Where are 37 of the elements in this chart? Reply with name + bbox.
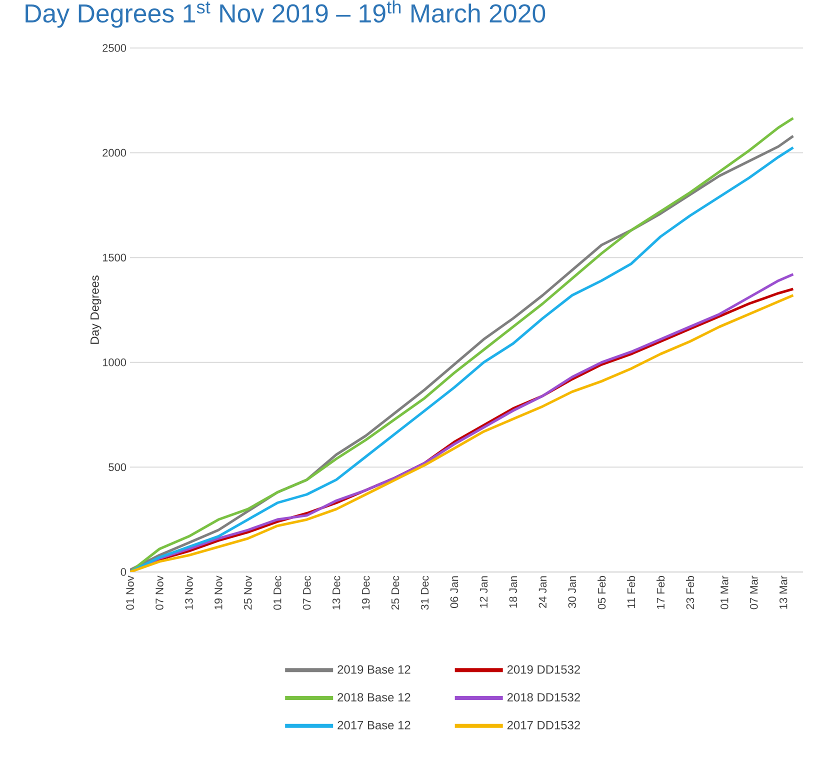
y-tick-label: 500 [108, 463, 126, 472]
x-tick-label: 01 Mar [720, 576, 728, 610]
x-tick-label: 23 Feb [686, 576, 694, 610]
x-tick-label: 13 Mar [779, 576, 788, 609]
x-tick-label: 18 Jan [509, 576, 518, 608]
x-tick-label: 24 Jan [538, 576, 547, 608]
legend-label: 2017 Base 12 [338, 720, 410, 730]
legend-label: 2018 Base 12 [338, 693, 410, 702]
x-tick-label: 06 Jan [450, 576, 458, 608]
x-tick-label: 25 Dec [391, 576, 400, 610]
x-tick-label: 31 Dec [420, 576, 429, 610]
x-tick-label: 12 Jan [480, 576, 488, 608]
x-tick-label: 17 Feb [656, 576, 665, 609]
chart-title: Day Degrees 1$^{st}$ Nov 2019 – 19$^{th}$ March 2020 [26, 0, 546, 28]
x-tick-label: 13 Nov [185, 576, 193, 610]
y-tick-label: 2500 [102, 44, 126, 52]
x-tick-label: 07 Mar [750, 576, 758, 610]
legend-label: 2019 DD1532 [507, 665, 580, 674]
x-tick-label: 13 Dec [332, 576, 340, 610]
x-tick-label: 07 Dec [302, 576, 311, 610]
x-tick-label: 05 Feb [598, 576, 606, 610]
x-tick-label: 19 Dec [362, 576, 370, 610]
x-tick-label: 11 Feb [627, 576, 636, 608]
legend-label: 2019 Base 12 [338, 665, 410, 674]
x-tick-label: 25 Nov [244, 576, 252, 610]
x-tick-label: 19 Nov [214, 576, 222, 610]
x-tick-label: 01 Dec [274, 576, 282, 610]
x-tick-label: 07 Nov [156, 576, 164, 610]
y-tick-label: 1000 [102, 358, 126, 366]
x-tick-label: 30 Jan [568, 576, 576, 608]
y-tick-label: 1500 [102, 254, 126, 262]
legend-label: 2018 DD1532 [507, 693, 580, 702]
y-tick-label: 2000 [102, 148, 126, 157]
legend-label: 2017 DD1532 [507, 720, 580, 730]
y-tick-label: 0 [120, 568, 126, 576]
x-tick-label: 01 Nov [126, 576, 134, 610]
y-axis-title: Day Degrees [90, 276, 102, 344]
